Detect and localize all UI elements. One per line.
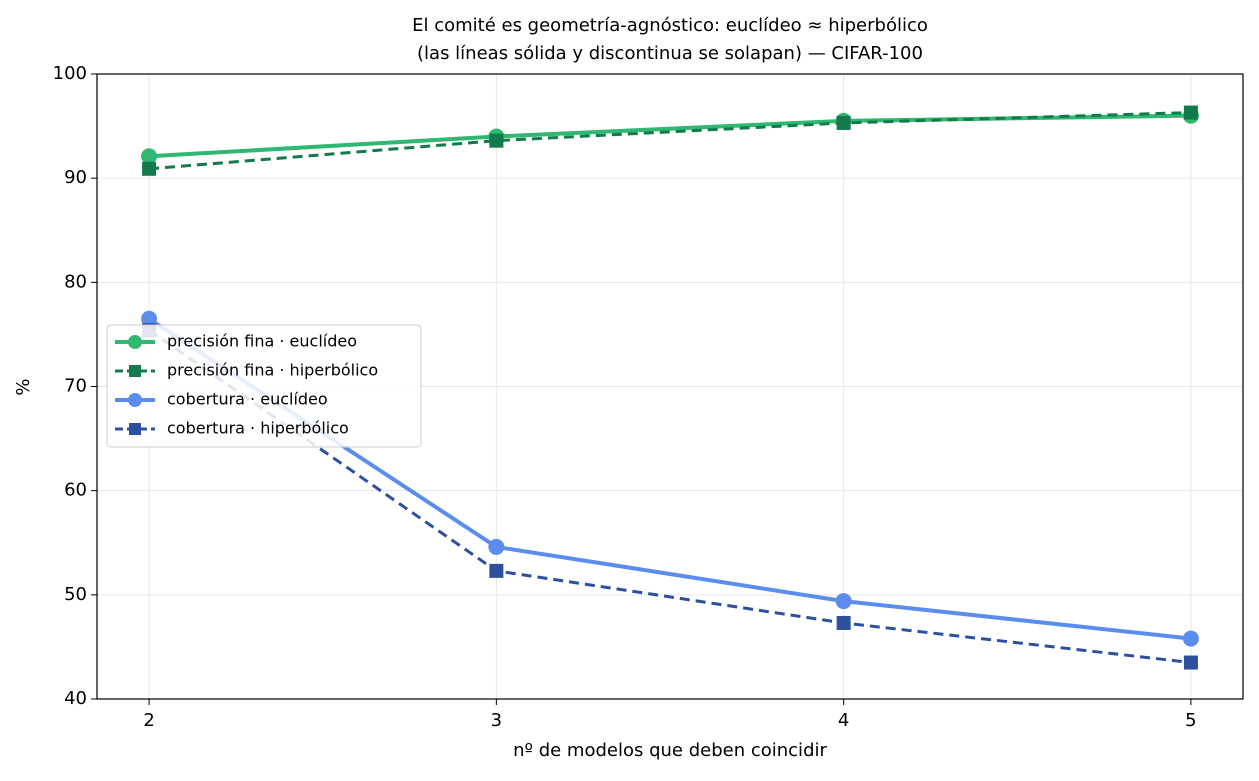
legend-label: cobertura · euclídeo <box>167 390 328 409</box>
plot-frame <box>96 73 1244 700</box>
x-axis-label: nº de modelos que deben coincidir <box>513 740 827 761</box>
y-tick-label: 80 <box>64 271 87 292</box>
y-tick-label: 100 <box>53 63 87 84</box>
line <box>148 329 1192 665</box>
legend-marker <box>129 423 141 435</box>
marker <box>489 563 504 578</box>
y-tick-label: 40 <box>64 688 87 709</box>
legend-marker <box>129 365 141 377</box>
marker <box>141 310 158 327</box>
y-tick-label: 90 <box>64 167 87 188</box>
legend-label: precisión fina · euclídeo <box>167 332 357 351</box>
legend-label: cobertura · hiperbólico <box>167 419 349 438</box>
x-tick-label: 4 <box>838 710 849 731</box>
marker <box>142 161 157 176</box>
marker <box>836 615 851 630</box>
marker <box>141 148 158 165</box>
marker <box>1183 105 1198 120</box>
marker <box>488 538 505 555</box>
marker <box>836 115 851 130</box>
legend-label: precisión fina · hiperbólico <box>167 361 378 380</box>
y-tick-label: 70 <box>64 376 87 397</box>
x-tick-label: 5 <box>1185 710 1196 731</box>
legend-marker <box>128 335 142 349</box>
legend-marker <box>128 393 142 407</box>
legend: precisión fina · euclídeo precisión fina … <box>106 324 422 448</box>
y-tick-label: 60 <box>64 480 87 501</box>
marker <box>1182 630 1199 647</box>
marker <box>835 593 852 610</box>
line <box>148 111 1191 171</box>
x-tick-label: 3 <box>491 710 502 731</box>
x-tick-label: 2 <box>143 710 154 731</box>
y-axis-label: % <box>13 378 34 395</box>
marker <box>1183 655 1198 670</box>
legend-frame <box>106 324 422 448</box>
y-tick-label: 50 <box>64 584 87 605</box>
chart-title: El comité es geometría-agnóstico: euclíd… <box>412 15 928 36</box>
marker <box>489 133 504 148</box>
line <box>148 113 1191 159</box>
chart-subtitle: (las líneas sólida y discontinua se sola… <box>417 43 923 64</box>
